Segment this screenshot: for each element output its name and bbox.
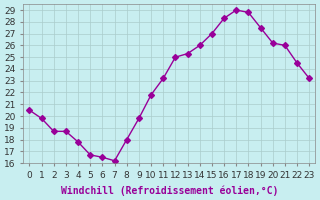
X-axis label: Windchill (Refroidissement éolien,°C): Windchill (Refroidissement éolien,°C) (60, 185, 278, 196)
